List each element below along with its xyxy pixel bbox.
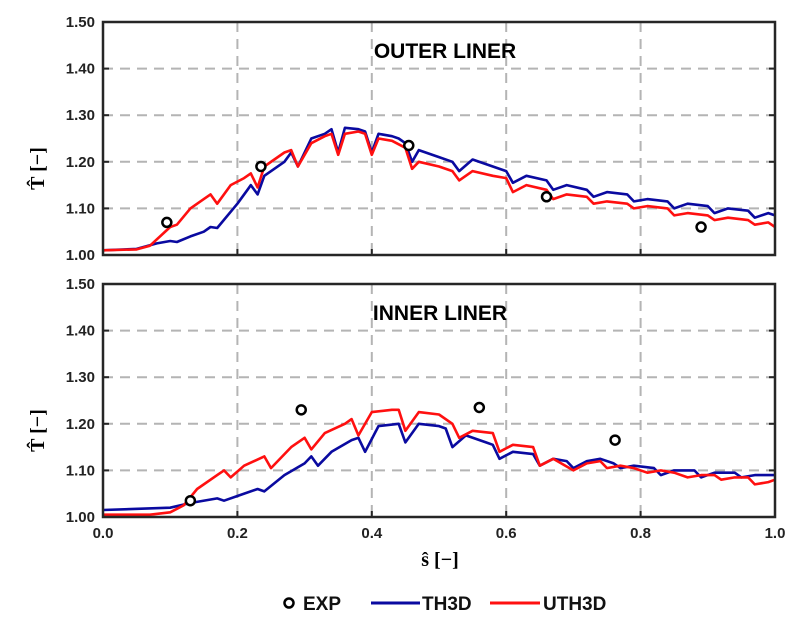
y-tick-label: 1.30 <box>66 369 95 386</box>
legend-exp-label: EXP <box>303 594 341 615</box>
series-uth3d-line <box>103 408 776 517</box>
exp-point <box>473 401 486 414</box>
y-tick-label: 1.10 <box>66 200 95 217</box>
x-tick-label: 0.2 <box>227 525 248 542</box>
legend-th3d-label: TH3D <box>422 594 472 615</box>
y-tick-label: 1.20 <box>66 154 95 171</box>
exp-point <box>609 434 621 446</box>
panel-inner: 1.00 1.10 1.20 1.30 1.40 1.50 0.0 0.2 0.4 0.6 0.8 1… <box>25 276 786 571</box>
x-tick-label: 0.0 <box>93 525 114 542</box>
y-tick-label: 1.20 <box>66 416 95 433</box>
legend-uth3d-label: UTH3D <box>543 594 606 615</box>
legend: EXP TH3D UTH3D <box>283 594 606 615</box>
exp-point <box>184 494 197 507</box>
y-tick-label: 1.30 <box>66 107 95 124</box>
exp-point <box>403 139 415 152</box>
series-uth3d-line <box>102 130 776 252</box>
exp-point <box>295 404 307 416</box>
x-tick-label: 0.6 <box>496 525 517 542</box>
series-th3d-line <box>102 126 776 252</box>
exp-point <box>695 221 707 233</box>
y-tick-label: 1.50 <box>66 14 95 31</box>
y-tick-label: 1.00 <box>66 247 95 264</box>
exp-point <box>161 216 173 229</box>
series-th3d-line <box>102 422 775 512</box>
y-axis-label: T̂ [−] <box>25 147 49 190</box>
y-tick-label: 1.40 <box>66 61 95 78</box>
exp-point <box>255 160 267 173</box>
x-tick-label: 0.8 <box>630 525 651 542</box>
x-tick-label: 1.0 <box>765 525 786 542</box>
plot-frame <box>101 282 777 519</box>
panel-title: OUTER LINER <box>374 40 516 63</box>
x-axis-label: ŝ [−] <box>421 549 459 571</box>
y-axis-label: T̂ [−] <box>25 409 49 452</box>
legend-exp-marker <box>283 597 295 609</box>
y-tick-label: 1.00 <box>66 509 95 526</box>
y-tick-label: 1.40 <box>66 323 95 340</box>
panel-outer: 1.00 1.10 1.20 1.30 1.40 1.50 OUTER LINER T̂ [−… <box>25 14 777 264</box>
y-tick-label: 1.50 <box>66 276 95 293</box>
x-tick-label: 0.4 <box>361 525 383 542</box>
panel-title: INNER LINER <box>373 302 507 325</box>
plot-frame <box>101 20 777 257</box>
exp-point <box>540 191 553 203</box>
y-tick-label: 1.10 <box>66 462 95 479</box>
